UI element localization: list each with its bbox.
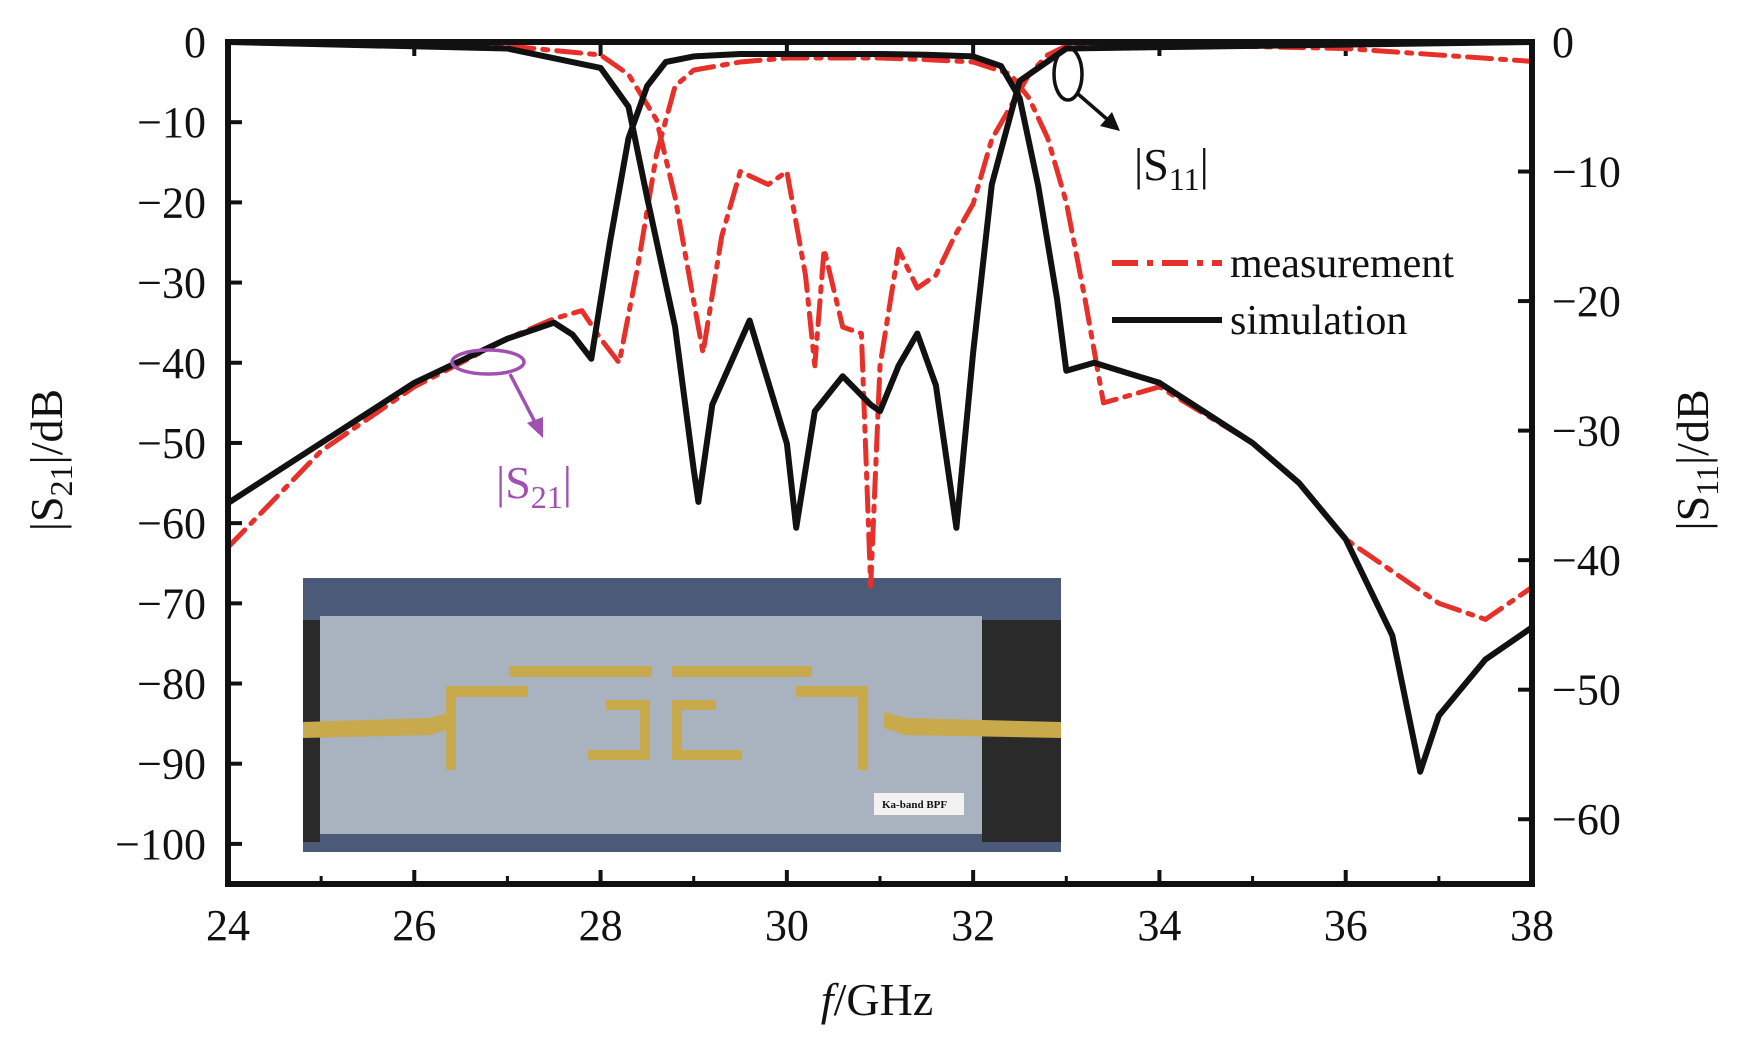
simulation-s11-curve: [225, 39, 1535, 531]
y-tick-labels-right: 0 −10 −20 −30 −40 −50 −60: [1552, 18, 1621, 844]
y-tick-label-left: −30: [137, 259, 206, 308]
inset-resonator-r2: [672, 666, 812, 677]
y-tick-label-left: −40: [137, 339, 206, 388]
y-tick-label-right: −60: [1552, 795, 1621, 844]
inset-feed-left: [303, 712, 452, 738]
x-tick-label: 32: [951, 901, 995, 950]
y-tick-label-right: −40: [1552, 536, 1621, 585]
inset-resonator-l3: [588, 700, 650, 760]
plot-curves: [225, 39, 1535, 775]
s21-annotation-arrowhead: [527, 417, 543, 438]
inset-resonator-r3: [672, 700, 742, 760]
s11-annotation-arrowhead: [1100, 112, 1120, 131]
s21-annotation-loop: [450, 348, 526, 376]
y-tick-label-right: 0: [1552, 18, 1574, 67]
y-tick-label-left: −50: [137, 419, 206, 468]
s11-annotation: |S11|: [1052, 46, 1209, 197]
y-tick-label-right: −20: [1552, 277, 1621, 326]
x-tick-label: 28: [579, 901, 623, 950]
y-tick-label-left: −10: [137, 98, 206, 147]
x-tick-label: 24: [206, 901, 250, 950]
x-axis-title: f/GHz: [821, 974, 933, 1025]
y-tick-label-left: −90: [137, 740, 206, 789]
inset-resonator-l2: [509, 666, 652, 677]
x-tick-label: 30: [765, 901, 809, 950]
legend-measurement-label: measurement: [1230, 241, 1454, 287]
inset-feed-right: [884, 712, 1061, 738]
x-tick-label: 38: [1510, 901, 1554, 950]
y-tick-label-left: 0: [184, 18, 206, 67]
y-tick-label-left: −20: [137, 178, 206, 227]
y-tick-label-left: −70: [137, 579, 206, 628]
y-tick-label-left: −60: [137, 499, 206, 548]
y-tick-label-right: −50: [1552, 666, 1621, 715]
y-axis-title-right: |S11|/dB: [1667, 389, 1725, 530]
x-tick-label: 34: [1137, 901, 1181, 950]
s11-annotation-label: |S11|: [1134, 139, 1209, 197]
inset-label-box: [874, 793, 964, 815]
s21-annotation-label: |S21|: [496, 457, 572, 515]
inset-resonator-r1: [796, 686, 868, 770]
plot-frame: [225, 39, 1535, 887]
y-tick-label-right: −10: [1552, 148, 1621, 197]
legend: measurement simulation: [1112, 241, 1454, 344]
y-axis-title-left: |S21|/dB: [21, 389, 79, 531]
s21-annotation-arrow: [508, 373, 540, 429]
x-tick-label: 36: [1324, 901, 1368, 950]
y-tick-label-left: −80: [137, 660, 206, 709]
legend-simulation-label: simulation: [1230, 298, 1407, 344]
inset-resonator-l1: [446, 686, 528, 770]
s11-annotation-arrow: [1076, 92, 1110, 122]
y-tick-label-left: −100: [115, 820, 206, 869]
x-tick-label: 26: [392, 901, 436, 950]
y-tick-label-right: −30: [1552, 407, 1621, 456]
s21-annotation: |S21|: [450, 348, 572, 515]
y-tick-labels-left: 0 −10 −20 −30 −40 −50 −60 −70 −80 −90 −100: [115, 18, 206, 869]
inset-label: Ka-band BPF: [882, 799, 947, 811]
s11-annotation-loop: [1052, 46, 1084, 102]
measurement-s21-curve: [225, 55, 1535, 622]
simulation-s21-curve: [225, 51, 1535, 775]
filter-photo-inset: Ka-band BPF: [303, 578, 1061, 852]
x-tick-labels: 24 26 28 30 32 34 36 38: [206, 901, 1554, 950]
